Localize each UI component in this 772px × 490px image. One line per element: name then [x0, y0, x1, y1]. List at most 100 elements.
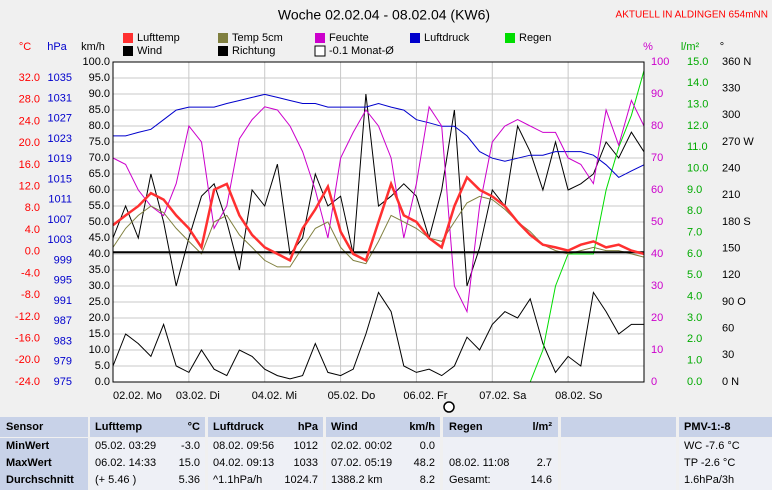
- axis-unit: °: [720, 41, 724, 53]
- y-tick-label: 2.0: [687, 333, 702, 345]
- y-tick-label: 60: [651, 184, 663, 196]
- table-body-cell: [679, 438, 772, 490]
- table-cell: Wind: [331, 421, 358, 433]
- table-header-cell: [90, 417, 205, 437]
- y-tick-label: 13.0: [687, 99, 708, 111]
- y-tick-label: 24.0: [19, 115, 40, 127]
- table-header-cell: [208, 417, 323, 437]
- table-cell: °C: [188, 421, 200, 433]
- x-tick-label: 04.02. Mi: [252, 390, 297, 402]
- y-tick-label: 10.0: [89, 344, 110, 356]
- table-cell: MinWert: [6, 440, 50, 452]
- y-tick-label: 5.0: [687, 269, 702, 281]
- y-tick-label: 90.0: [89, 88, 110, 100]
- y-tick-label: 100.0: [82, 56, 110, 68]
- legend-label: -0.1 Monat-Ø: [329, 45, 394, 57]
- table-header-cell: [679, 417, 772, 437]
- y-tick-label: 90: [651, 88, 663, 100]
- y-tick-label: 4.0: [687, 291, 702, 303]
- y-tick-label: 100: [651, 56, 669, 68]
- table-cell: Regen: [449, 421, 483, 433]
- axis-unit: %: [643, 41, 653, 53]
- table-cell: 0.0: [420, 440, 435, 452]
- y-tick-label: 150: [722, 243, 740, 255]
- table-cell: 5.36: [179, 474, 200, 486]
- y-tick-label: 3.0: [687, 312, 702, 324]
- x-tick-label: 02.02. Mo: [113, 390, 162, 402]
- y-tick-label: 15.0: [89, 328, 110, 340]
- grid: [113, 62, 644, 382]
- table-body-cell: [443, 438, 558, 490]
- table-cell: (+ 5.46 ): [95, 474, 136, 486]
- table-cell: TP -2.6 °C: [684, 457, 735, 469]
- legend-swatch: [218, 33, 228, 43]
- y-tick-label: 210: [722, 189, 740, 201]
- table-cell: km/h: [409, 421, 435, 433]
- x-tick-label: 07.02. Sa: [479, 390, 527, 402]
- stats-table: Sensor Lufttemp °C Luftdruck hPa Wind km/h Rege…: [0, 417, 772, 490]
- table-cell: 04.02. 09:13: [213, 457, 274, 469]
- axis-unit: l/m²: [681, 41, 700, 53]
- y-tick-label: 20: [651, 312, 663, 324]
- y-tick-label: 12.0: [687, 120, 708, 132]
- y-tick-label: 85.0: [89, 104, 110, 116]
- table-cell: ^1.1hPa/h: [213, 474, 262, 486]
- table-cell: MaxWert: [6, 457, 52, 469]
- y-tick-label: 979: [54, 356, 72, 368]
- table-cell: 1012: [294, 440, 318, 452]
- table-header-cell: [561, 417, 676, 437]
- y-tick-label: 240: [722, 163, 740, 175]
- axis-unit: hPa: [47, 41, 67, 53]
- y-tick-label: 11.0: [687, 141, 708, 153]
- legend-label: Wind: [137, 45, 162, 57]
- table-cell: -3.0: [181, 440, 200, 452]
- axis-unit: °C: [19, 41, 31, 53]
- series-line: [112, 93, 645, 287]
- y-tick-label: 50: [651, 216, 663, 228]
- y-tick-label: 14.0: [687, 77, 708, 89]
- y-tick-label: 15.0: [687, 56, 708, 68]
- lines: [112, 70, 645, 383]
- legend-swatch: [315, 33, 325, 43]
- y-tick-label: 30: [651, 280, 663, 292]
- legend-swatch: [123, 46, 133, 56]
- series-line: [112, 195, 645, 268]
- y-tick-label: 80.0: [89, 120, 110, 132]
- table-body-cell: [90, 438, 205, 490]
- y-tick-label: 4.0: [25, 224, 40, 236]
- table-cell: 06.02. 14:33: [95, 457, 156, 469]
- legend-swatch: [505, 33, 515, 43]
- legend-label: Richtung: [232, 45, 275, 57]
- table-cell: 08.02. 09:56: [213, 440, 274, 452]
- y-tick-label: 991: [54, 295, 72, 307]
- table-body-cell: [0, 438, 88, 490]
- table-cell: 14.6: [531, 474, 552, 486]
- table-cell: hPa: [298, 421, 319, 433]
- y-tick-label: 32.0: [19, 72, 40, 84]
- y-tick-label: 0 N: [722, 376, 739, 388]
- station-label: AKTUELL IN ALDINGEN 654mNN: [616, 10, 768, 21]
- y-tick-label: 6.0: [687, 248, 702, 260]
- table-cell: 07.02. 05:19: [331, 457, 392, 469]
- y-tick-label: 1.0: [687, 355, 702, 367]
- table-cell: 2.7: [537, 457, 552, 469]
- legend-label: Luftdruck: [424, 32, 470, 44]
- y-tick-label: 20.0: [89, 312, 110, 324]
- table-cell: 08.02. 11:08: [449, 457, 509, 469]
- y-tick-label: 55.0: [89, 200, 110, 212]
- legend-label: Lufttemp: [137, 32, 180, 44]
- table-cell: 05.02. 03:29: [95, 440, 156, 452]
- y-tick-label: 60: [722, 323, 734, 335]
- y-tick-label: 90 O: [722, 296, 746, 308]
- legend-label: Regen: [519, 32, 551, 44]
- table-cell: PMV-1:-8: [684, 421, 730, 433]
- y-tick-label: 983: [54, 335, 72, 347]
- y-tick-label: 40.0: [89, 248, 110, 260]
- table-cell: Durchschnitt: [6, 474, 74, 486]
- table-body-cell: [208, 438, 323, 490]
- y-tick-label: 987: [54, 315, 72, 327]
- y-tick-label: 45.0: [89, 232, 110, 244]
- y-tick-label: 1031: [48, 92, 72, 104]
- y-tick-label: 10.0: [687, 163, 708, 175]
